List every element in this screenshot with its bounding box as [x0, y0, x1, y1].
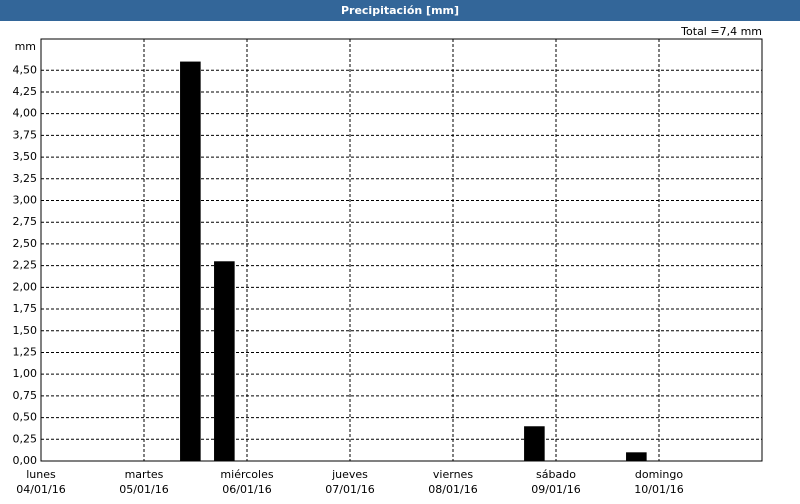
y-tick-label: 1,75 [13, 302, 38, 315]
bar [524, 426, 545, 461]
plot-frame [40, 38, 763, 462]
y-tick-label: 0,25 [13, 432, 38, 445]
x-tick-label: 07/01/16 [325, 483, 374, 496]
y-tick-label: 3,00 [13, 194, 38, 207]
x-tick-label: viernes [433, 468, 473, 481]
x-tick-label: 10/01/16 [634, 483, 683, 496]
x-tick-label: 09/01/16 [531, 483, 580, 496]
x-tick-label: sábado [536, 468, 576, 481]
y-tick-label: 1,00 [13, 367, 38, 380]
title-bar [0, 0, 800, 21]
y-tick-label: 3,75 [13, 128, 38, 141]
y-tick-label: 0,00 [13, 454, 38, 467]
y-tick-label: 0,75 [13, 389, 38, 402]
y-tick-label: 4,50 [13, 63, 38, 76]
x-tick-label: martes [125, 468, 164, 481]
chart-title: Precipitación [mm] [341, 4, 459, 17]
annotation: Total =7,4 mm [680, 25, 762, 38]
y-tick-label: 1,50 [13, 324, 38, 337]
y-tick-label: 2,50 [13, 237, 38, 250]
y-tick-label: 4,25 [13, 85, 38, 98]
x-tick-label: miércoles [220, 468, 273, 481]
x-tick-label: 06/01/16 [222, 483, 271, 496]
x-tick-label: 04/01/16 [16, 483, 65, 496]
bar [626, 452, 647, 461]
y-tick-label: 3,50 [13, 150, 38, 163]
y-tick-label: 2,00 [13, 280, 38, 293]
bar [180, 61, 201, 461]
bar [214, 261, 235, 461]
x-tick-label: domingo [635, 468, 683, 481]
x-tick-label: jueves [331, 468, 368, 481]
y-tick-label: 2,75 [13, 215, 38, 228]
x-tick-label: 05/01/16 [119, 483, 168, 496]
y-tick-label: 4,00 [13, 107, 38, 120]
x-tick-label: 08/01/16 [428, 483, 477, 496]
y-tick-label: 2,25 [13, 259, 38, 272]
y-tick-label: 0,50 [13, 411, 38, 424]
y-tick-label: 1,25 [13, 345, 38, 358]
y-tick-label: 3,25 [13, 172, 38, 185]
x-tick-label: lunes [26, 468, 56, 481]
y-axis-label: mm [15, 40, 36, 53]
